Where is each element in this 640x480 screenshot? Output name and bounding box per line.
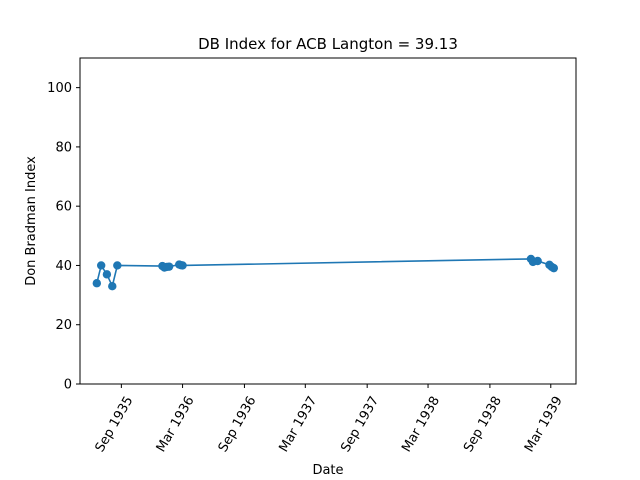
data-point (113, 261, 122, 270)
data-point (164, 262, 174, 271)
x-axis-label: Date (312, 463, 343, 478)
x-tick-label: Mar 1937 (277, 394, 321, 455)
x-tick-label: Sep 1935 (93, 394, 137, 455)
data-point (549, 263, 559, 273)
x-axis: Sep 1935 Mar 1936 Sep 1936 Mar 1937 Sep 1937… (93, 384, 566, 455)
x-tick-label: Sep 1936 (216, 394, 260, 455)
x-tick-label: Mar 1939 (522, 394, 566, 455)
data-point (178, 261, 187, 270)
y-tick-label: 20 (55, 318, 72, 333)
x-tick-label: Sep 1937 (338, 394, 382, 455)
x-tick-label: Mar 1938 (399, 394, 443, 455)
x-tick-label: Mar 1936 (154, 394, 198, 455)
data-point (108, 282, 117, 291)
y-tick-label: 100 (47, 81, 72, 96)
y-tick-label: 60 (55, 200, 72, 215)
plot-area (79, 57, 577, 385)
data-point (102, 270, 112, 279)
y-axis-label: Don Bradman Index (24, 156, 39, 286)
y-tick-label: 40 (55, 259, 72, 274)
y-axis: 0 20 40 60 80 100 (47, 81, 80, 393)
y-tick-label: 0 (64, 378, 72, 393)
x-tick-label: Sep 1938 (461, 394, 505, 455)
data-point (96, 261, 106, 270)
chart-title: DB Index for ACB Langton = 39.13 (198, 35, 458, 53)
data-point (533, 256, 542, 266)
data-point (92, 279, 102, 288)
series-layer (92, 254, 559, 291)
y-tick-label: 80 (55, 140, 72, 155)
